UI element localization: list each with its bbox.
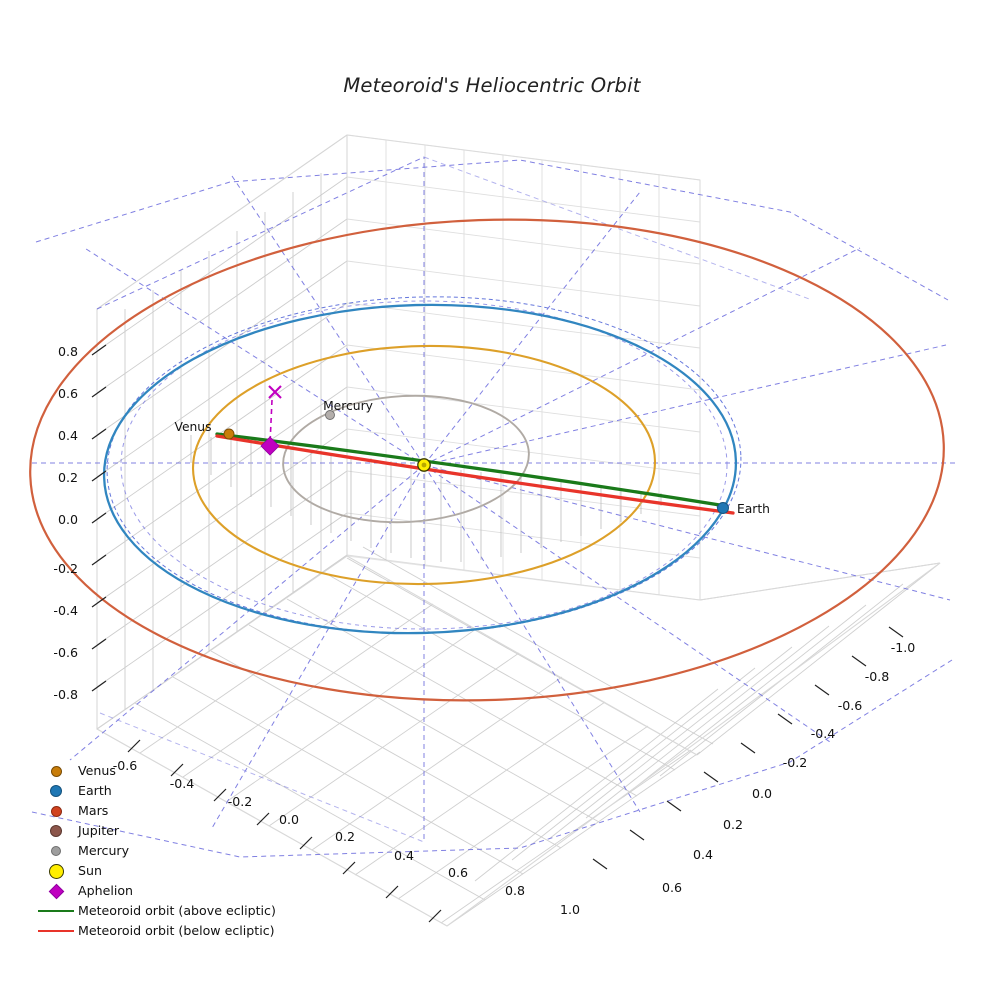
legend-item-below-ecliptic[interactable]: Meteoroid orbit (below ecliptic): [34, 921, 334, 941]
legend-item-aphelion[interactable]: Aphelion: [34, 881, 334, 901]
z-axis-tick-labels: 0.8 0.6 0.4 0.2 0.0 -0.2 -0.4 -0.6 -0.8: [53, 344, 78, 702]
label-mercury: Mercury: [323, 399, 373, 413]
ecliptic-guide-lines: [31, 156, 955, 858]
body-text-labels: Venus Mercury Earth: [174, 399, 770, 516]
y-tick: -0.6: [838, 698, 863, 713]
legend-label: Meteoroid orbit (below ecliptic): [78, 923, 275, 938]
z-tick: 0.2: [58, 470, 78, 485]
x-tick: -0.2: [228, 794, 253, 809]
legend-label: Earth: [78, 783, 112, 798]
legend: Venus Earth Mars Jupiter Mercury: [34, 761, 334, 941]
sun-icon: [34, 863, 78, 879]
y-tick: -0.8: [865, 669, 890, 684]
meteoroid-orbit-below-ecliptic: [215, 434, 735, 515]
venus-marker-dot: [223, 428, 235, 440]
legend-item-above-ecliptic[interactable]: Meteoroid orbit (above ecliptic): [34, 901, 334, 921]
y-tick: 0.2: [723, 817, 743, 832]
orbit-earth: [102, 303, 738, 635]
z-tick: -0.2: [53, 561, 78, 576]
venus-icon: [34, 765, 78, 777]
legend-item-mars[interactable]: Mars: [34, 801, 334, 821]
z-tick: 0.6: [58, 386, 78, 401]
x-tick: 0.2: [335, 829, 355, 844]
z-tick: 0.8: [58, 344, 78, 359]
green-line-icon: [34, 910, 78, 912]
y-axis-tick-labels: -1.0 -0.8 -0.6 -0.4 -0.2 0.0 0.2 0.4 0.6: [662, 640, 915, 895]
z-tick: 0.4: [58, 428, 78, 443]
mercury-marker-dot: [325, 410, 335, 420]
axes-box-edges: [96, 134, 941, 927]
orbit-mercury: [282, 394, 530, 524]
earth-marker-dot: [717, 502, 729, 514]
y-tick: -0.2: [783, 755, 808, 770]
aphelion-diamond-icon: [260, 436, 280, 456]
label-venus: Venus: [174, 420, 211, 434]
z-tick: -0.6: [53, 645, 78, 660]
label-earth: Earth: [737, 502, 770, 516]
x-tick: -0.6: [113, 758, 138, 773]
z-tick: 0.0: [58, 512, 78, 527]
aphelion-icon: [34, 883, 78, 899]
legend-label: Mars: [78, 803, 109, 818]
aphelion-cross-icon: [268, 385, 282, 399]
legend-label: Jupiter: [78, 823, 120, 838]
x-tick: 1.0: [560, 902, 580, 917]
legend-label: Meteoroid orbit (above ecliptic): [78, 903, 276, 918]
orbit-mars: [29, 218, 945, 702]
legend-label: Mercury: [78, 843, 130, 858]
aphelion-stem: [269, 399, 273, 445]
y-tick: -1.0: [891, 640, 916, 655]
legend-item-mercury[interactable]: Mercury: [34, 841, 334, 861]
legend-label: Venus: [78, 763, 116, 778]
page-title: Meteoroid's Heliocentric Orbit: [343, 74, 641, 97]
z-tick: -0.4: [53, 603, 78, 618]
meteoroid-orbit-above-ecliptic: [215, 432, 728, 508]
aphelion-marker-group: [260, 385, 282, 456]
sun-marker-core: [421, 462, 427, 468]
meteoroid-drop-lines: [190, 435, 662, 562]
x-tick: -0.4: [170, 776, 195, 791]
jupiter-icon: [34, 825, 78, 837]
x-tick: 0.0: [279, 812, 299, 827]
y-tick: 0.4: [693, 847, 713, 862]
legend-item-venus[interactable]: Venus: [34, 761, 334, 781]
legend-label: Aphelion: [78, 883, 134, 898]
body-markers: [223, 410, 729, 514]
x-tick: 0.6: [448, 865, 468, 880]
axis-tick-marks: [91, 344, 904, 923]
x-tick: 0.4: [394, 848, 414, 863]
pane-left-wall: [96, 134, 348, 730]
mars-icon: [34, 805, 78, 817]
y-tick: -0.4: [811, 726, 836, 741]
y-tick: 0.6: [662, 880, 682, 895]
legend-item-earth[interactable]: Earth: [34, 781, 334, 801]
earth-icon: [34, 785, 78, 797]
orbit-earth-projection: [106, 296, 742, 634]
red-line-icon: [34, 930, 78, 932]
y-tick: 0.0: [752, 786, 772, 801]
z-tick: -0.8: [53, 687, 78, 702]
legend-label: Sun: [78, 863, 102, 878]
legend-item-sun[interactable]: Sun: [34, 861, 334, 881]
x-axis-tick-labels: -0.6 -0.4 -0.2 0.0 0.2 0.4 0.6 0.8 1.0: [113, 758, 580, 917]
pane-right-wall: [346, 134, 701, 601]
x-tick: 0.8: [505, 883, 525, 898]
legend-item-jupiter[interactable]: Jupiter: [34, 821, 334, 841]
orbit-venus: [191, 344, 657, 586]
pane-floor-right: [474, 562, 941, 882]
mercury-icon: [34, 846, 78, 856]
